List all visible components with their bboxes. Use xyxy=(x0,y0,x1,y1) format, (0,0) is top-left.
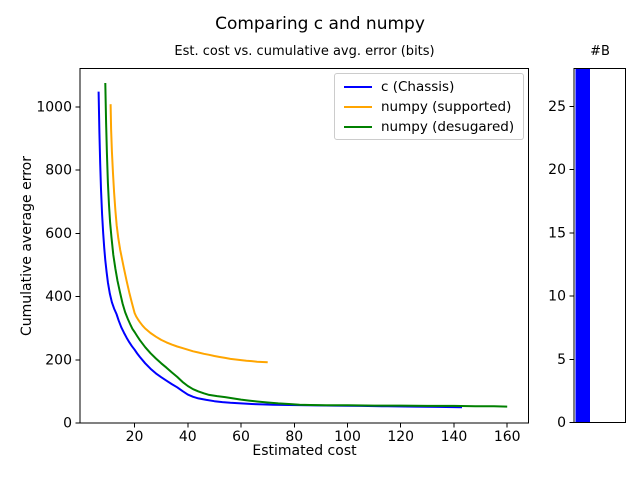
curve-numpy-desugared xyxy=(104,82,508,408)
legend-line-sample-green xyxy=(344,125,372,129)
legend-entry-numpy-desugared: numpy (desugared) xyxy=(344,117,514,137)
x-axis-label: Estimated cost xyxy=(252,443,357,459)
legend-label: numpy (supported) xyxy=(381,99,512,115)
main-plot-frame xyxy=(79,68,529,424)
y-axis-tick-label: 800 xyxy=(45,163,72,179)
y-axis-tick-label: 400 xyxy=(45,289,72,305)
x-axis-tick-label: 40 xyxy=(179,429,197,445)
bar-y-axis-tick-label: 20 xyxy=(548,162,566,178)
x-axis-tick-label: 20 xyxy=(126,429,144,445)
x-axis-tick-label: 160 xyxy=(494,429,521,445)
curve-c-chassis xyxy=(97,91,463,409)
main-axes-title: Est. cost vs. cumulative avg. error (bit… xyxy=(174,44,435,59)
bar-plot-frame xyxy=(573,68,626,423)
y-axis-tick-label: 0 xyxy=(63,416,72,432)
legend-label: c (Chassis) xyxy=(381,79,455,95)
x-axis-tick-label: 120 xyxy=(387,429,414,445)
figure-title: Comparing c and numpy xyxy=(215,14,425,34)
bar-num-b xyxy=(575,68,590,423)
bar-y-axis-tick-label: 5 xyxy=(557,352,566,368)
legend-line-sample-orange xyxy=(344,105,372,109)
legend-entry-c-chassis: c (Chassis) xyxy=(344,77,514,97)
legend-entry-numpy-supported: numpy (supported) xyxy=(344,97,514,117)
curve-numpy-supported xyxy=(109,104,268,364)
bar-y-axis-tick-label: 0 xyxy=(557,415,566,431)
bar-axes-title: #B xyxy=(590,44,610,59)
x-axis-tick-label: 60 xyxy=(232,429,250,445)
bar-y-axis-tick-label: 15 xyxy=(548,225,566,241)
x-axis-tick-label: 140 xyxy=(441,429,468,445)
y-axis-tick-label: 200 xyxy=(45,352,72,368)
x-axis-tick-label: 100 xyxy=(334,429,361,445)
legend-line-sample-blue xyxy=(344,85,372,89)
legend-label: numpy (desugared) xyxy=(381,119,515,135)
x-axis-tick-label: 80 xyxy=(285,429,303,445)
bar-y-axis-tick-label: 25 xyxy=(548,99,566,115)
legend: c (Chassis) numpy (supported) numpy (des… xyxy=(334,73,524,140)
bar-y-axis-tick-label: 10 xyxy=(548,289,566,305)
y-axis-tick-label: 600 xyxy=(45,226,72,242)
y-axis-tick-label: 1000 xyxy=(36,100,72,116)
